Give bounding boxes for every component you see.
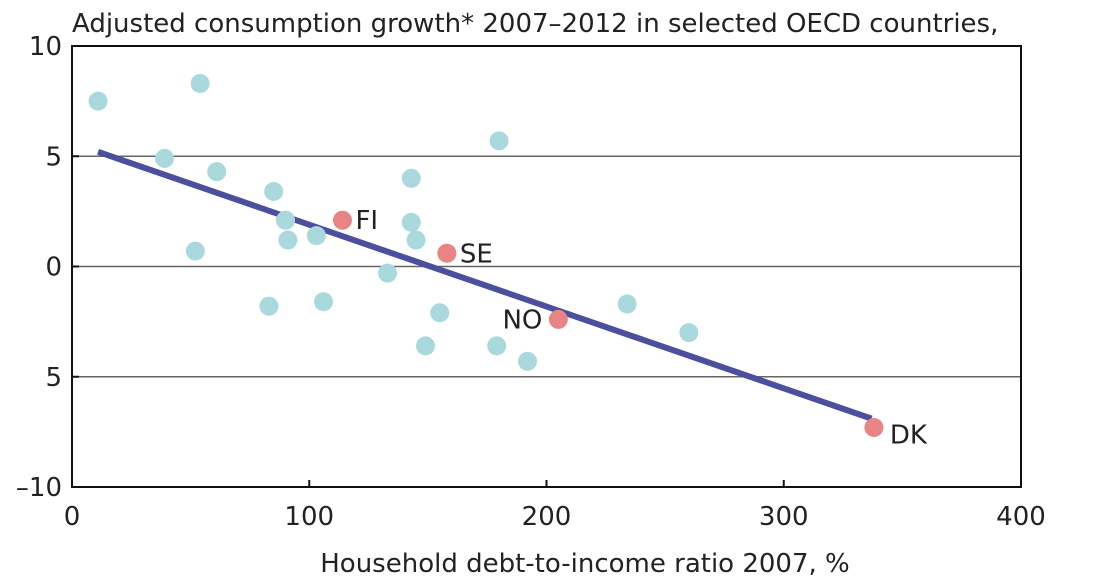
x-tick-label: 200 xyxy=(522,502,572,532)
data-point-layer xyxy=(88,73,884,437)
data-point xyxy=(518,351,538,371)
data-point xyxy=(259,296,279,316)
highlighted-data-point xyxy=(864,417,884,437)
highlighted-data-point xyxy=(437,243,457,263)
data-point xyxy=(155,148,175,168)
y-tick-label: 0 xyxy=(45,253,62,283)
data-point-label: DK xyxy=(890,420,928,450)
grid-layer xyxy=(72,155,1021,378)
data-point xyxy=(487,336,507,356)
data-point xyxy=(88,91,108,111)
y-tick-label: 5 xyxy=(45,363,62,393)
trendline xyxy=(97,149,873,422)
y-tick-label: –10 xyxy=(16,473,62,503)
data-point xyxy=(378,263,398,283)
data-point xyxy=(185,241,205,261)
data-point xyxy=(406,230,426,250)
data-point xyxy=(264,182,284,202)
chart-title: Adjusted consumption growth* 2007–2012 i… xyxy=(72,9,998,39)
x-tick-label: 0 xyxy=(64,502,81,532)
data-point xyxy=(430,303,450,323)
data-point xyxy=(306,226,326,246)
x-tick-label: 400 xyxy=(996,502,1046,532)
data-point xyxy=(207,162,227,182)
data-point-label: FI xyxy=(355,206,378,236)
data-point xyxy=(489,131,509,151)
trendline-layer xyxy=(97,149,873,422)
data-point xyxy=(278,230,298,250)
highlighted-data-point xyxy=(332,210,352,230)
y-tick-label: 10 xyxy=(29,32,62,62)
data-point xyxy=(401,168,421,188)
highlighted-data-point xyxy=(548,309,568,329)
data-point xyxy=(313,292,333,312)
point-label-layer: FI SE NO DK xyxy=(355,206,927,450)
data-point xyxy=(276,210,296,230)
x-tick-label: 100 xyxy=(284,502,334,532)
x-tick-label: 300 xyxy=(759,502,809,532)
data-point xyxy=(190,73,210,93)
y-tick-label: 5 xyxy=(45,142,62,172)
x-axis-label: Household debt-to-income ratio 2007, % xyxy=(320,549,850,578)
data-point xyxy=(617,294,637,314)
data-point xyxy=(679,323,699,343)
data-point xyxy=(401,212,421,232)
data-point xyxy=(416,336,436,356)
data-point-label: NO xyxy=(502,305,542,335)
data-point-label: SE xyxy=(460,239,493,269)
